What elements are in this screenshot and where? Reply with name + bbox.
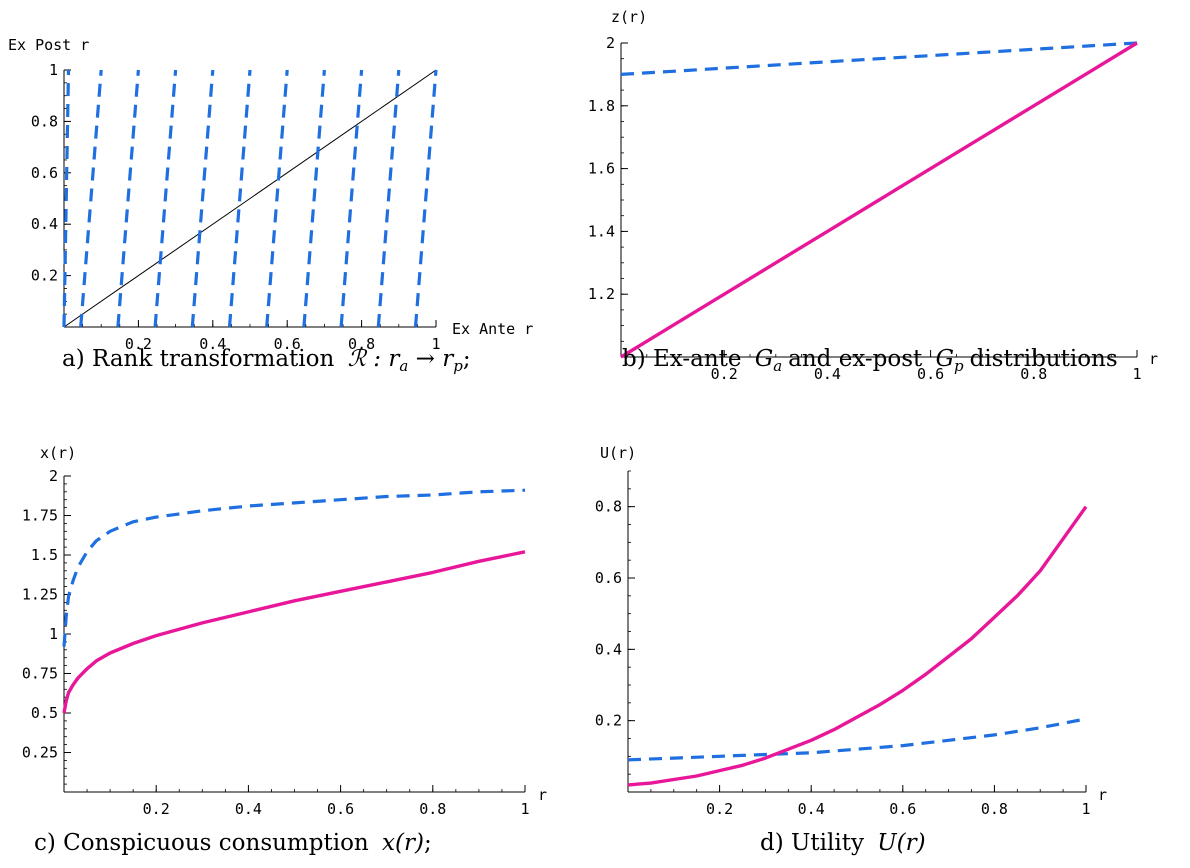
x-tick-label: 1 xyxy=(431,335,440,353)
x-tick-label: 0.2 xyxy=(706,800,733,818)
panel-d-caption: d) Utility U(r) xyxy=(760,830,926,856)
y-tick-label: 1.25 xyxy=(22,586,58,604)
ex-ante-series-line xyxy=(627,717,1087,762)
y-tick-label: 1.5 xyxy=(31,546,58,564)
panel-c-conspicuous-consumption: 0.2 0.4 0.6 0.8 1 0.25 0.5 0.75 1 1.25 1.5 1.75 2 x(r… xyxy=(22,444,547,856)
x-tick-label: 0.6 xyxy=(274,335,301,353)
x-tick-label: 0.2 xyxy=(711,365,738,383)
x-tick-label: 0.2 xyxy=(125,335,152,353)
x-tick-label: 1 xyxy=(520,800,529,818)
y-axis-label: x(r) xyxy=(40,444,76,462)
panel-d-utility: 0.2 0.4 0.6 0.8 1 0.2 0.4 0.6 0.8 U(r) r d) Utilit… xyxy=(595,444,1107,856)
y-tick-label: 0.4 xyxy=(595,640,622,658)
y-tick-label: 2 xyxy=(49,467,58,485)
y-tick-label: 0.2 xyxy=(595,712,622,730)
panel-c-plot: 0.2 0.4 0.6 0.8 1 0.25 0.5 0.75 1 1.25 1.5 1.75 2 x(r… xyxy=(22,444,547,818)
identity-line xyxy=(63,69,437,328)
y-tick-label: 1.8 xyxy=(588,97,615,115)
ex-ante-series-line xyxy=(62,488,526,647)
y-tick-label: 1 xyxy=(49,61,58,79)
ex-ante-series-line xyxy=(116,69,140,328)
x-tick-label: 0.2 xyxy=(143,800,170,818)
x-tick-label: 0.4 xyxy=(199,335,226,353)
x-tick-label: 0.6 xyxy=(917,365,944,383)
x-tick-label: 0.8 xyxy=(419,800,446,818)
y-tick-label: 0.75 xyxy=(22,665,58,683)
x-axis-label: r xyxy=(1149,350,1158,368)
panel-b-caption: b) Ex-ante Ga and ex-post Gp distributions xyxy=(622,346,1118,375)
x-tick-label: 1 xyxy=(1132,365,1141,383)
y-tick-label: 0.6 xyxy=(31,164,58,182)
y-axis-label: Ex Post r xyxy=(8,36,89,54)
x-tick-label: 0.8 xyxy=(981,800,1008,818)
x-axis-label: Ex Ante r xyxy=(452,320,533,338)
x-tick-label: 0.4 xyxy=(814,365,841,383)
panel-d-plot: 0.2 0.4 0.6 0.8 1 0.2 0.4 0.6 0.8 U(r) r xyxy=(595,444,1107,818)
y-axis-label: U(r) xyxy=(600,444,636,462)
y-tick-label: 2 xyxy=(606,34,615,52)
x-tick-label: 0.8 xyxy=(1020,365,1047,383)
x-axis-label: r xyxy=(538,786,547,804)
y-tick-label: 0.5 xyxy=(31,704,58,722)
ex-ante-series-line xyxy=(227,69,252,328)
y-tick-label: 0.25 xyxy=(22,744,58,762)
panel-b-distributions: 0.2 0.4 0.6 0.8 1 1.2 1.4 1.6 1.8 2 z(r) r b) Ex-an… xyxy=(588,8,1158,383)
ex-ante-series-line xyxy=(339,69,364,328)
ex-ante-series-line xyxy=(265,69,289,328)
y-tick-label: 1.6 xyxy=(588,160,615,178)
y-tick-label: 0.2 xyxy=(31,267,58,285)
x-tick-label: 0.4 xyxy=(235,800,262,818)
panel-c-caption: c) Conspicuous consumption x(r); xyxy=(34,830,432,856)
y-tick-label: 1 xyxy=(49,625,58,643)
y-tick-label: 0.8 xyxy=(595,498,622,516)
y-tick-label: 0.8 xyxy=(31,112,58,130)
ex-post-series-line xyxy=(620,41,1138,359)
panel-b-plot: 0.2 0.4 0.6 0.8 1 1.2 1.4 1.6 1.8 2 z(r) r xyxy=(588,8,1158,383)
y-tick-label: 0.6 xyxy=(595,569,622,587)
ex-ante-series-line xyxy=(376,69,401,328)
y-tick-label: 1.75 xyxy=(22,507,58,525)
y-tick-label: 0.4 xyxy=(31,215,58,233)
x-tick-label: 0.4 xyxy=(798,800,825,818)
x-axis-label: r xyxy=(1098,786,1107,804)
ex-ante-series-line xyxy=(79,69,103,328)
x-tick-label: 0.6 xyxy=(327,800,354,818)
ex-ante-series-line xyxy=(413,69,438,328)
panel-a-rank-transformation: 0.2 0.4 0.6 0.8 1 0.2 0.4 0.6 0.8 1 Ex Post r Ex An… xyxy=(8,36,533,375)
panel-a-plot: 0.2 0.4 0.6 0.8 1 0.2 0.4 0.6 0.8 1 Ex Post r Ex An… xyxy=(8,36,533,353)
ex-post-series-line xyxy=(627,505,1088,787)
x-tick-label: 1 xyxy=(1081,800,1090,818)
ex-post-series-line xyxy=(62,550,526,714)
ex-ante-series-line xyxy=(620,41,1138,76)
ex-ante-series-line xyxy=(62,69,71,328)
x-tick-label: 0.6 xyxy=(889,800,916,818)
x-tick-label: 0.8 xyxy=(348,335,375,353)
ex-ante-series-line xyxy=(302,69,326,328)
y-tick-label: 1.2 xyxy=(588,285,615,303)
ex-ante-series-line xyxy=(190,69,215,328)
y-axis-label: z(r) xyxy=(611,8,647,26)
y-tick-label: 1.4 xyxy=(588,222,615,240)
ex-ante-series-line xyxy=(153,69,178,328)
panel-a-caption: a) Rank transformation ℛ : ra → rp; xyxy=(62,346,471,375)
